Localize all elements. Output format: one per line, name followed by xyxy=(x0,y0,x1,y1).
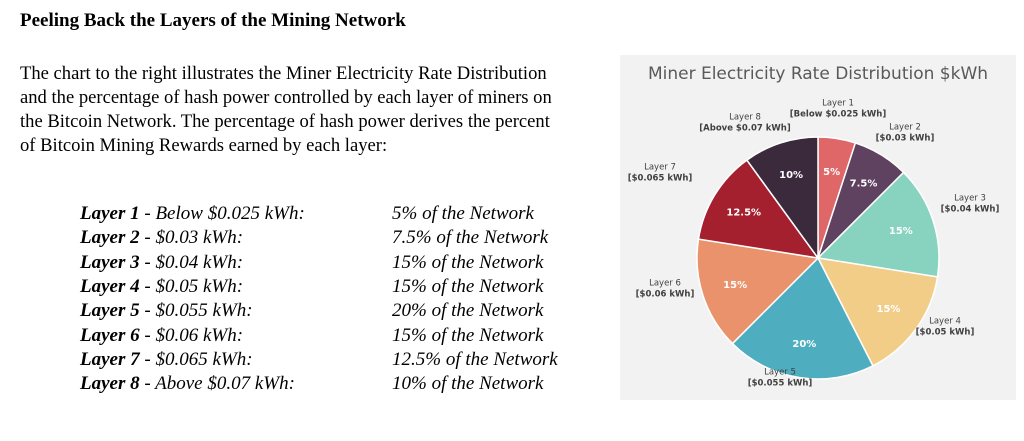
category-note: [Below $0.025 kWh] xyxy=(790,110,887,120)
value-label: 5% xyxy=(823,167,840,178)
category-note: [$0.065 kWh] xyxy=(628,174,693,184)
layer-name: Layer 7 xyxy=(80,348,140,370)
pie-slice xyxy=(696,238,820,345)
category-note: [$0.055 kWh] xyxy=(748,379,813,389)
value-label: 10% xyxy=(779,170,803,181)
value-label: 7.5% xyxy=(850,179,878,190)
category-label: Layer 1 xyxy=(822,99,854,109)
value-label: 20% xyxy=(792,339,816,350)
layer-name: Layer 2 xyxy=(80,227,140,249)
category-label: Layer 5 xyxy=(764,368,796,378)
table-row: Layer 3 - $0.04 kWh: xyxy=(80,251,243,275)
layer-name: Layer 1 xyxy=(80,203,140,224)
pie-slice xyxy=(731,256,874,380)
layer-rate: - $0.055 kWh: xyxy=(144,300,253,322)
category-note: [$0.04 kWh] xyxy=(941,205,1000,215)
table-row: Layer 4 - $0.05 kWh: xyxy=(80,275,243,299)
layer-share: 7.5% of the Network xyxy=(392,227,549,249)
pie-chart: Miner Electricity Rate Distribution $kWh… xyxy=(620,55,1016,400)
category-note: [$0.03 kWh] xyxy=(876,134,935,144)
layer-share: 15% of the Network xyxy=(392,324,544,346)
layer-name: Layer 6 xyxy=(80,324,140,346)
value-label: 15% xyxy=(877,304,901,315)
category-label: Layer 6 xyxy=(649,279,681,289)
table-row: Layer 6 - $0.06 kWh: xyxy=(80,324,243,348)
table-row: Layer 5 - $0.055 kWh: xyxy=(80,299,253,323)
category-label: Layer 8 xyxy=(729,113,761,123)
table-row: Layer 8 - Above $0.07 kWh: xyxy=(80,372,295,396)
pie-slice xyxy=(816,257,939,367)
layer-rate: - $0.065 kWh: xyxy=(144,348,253,370)
layer-share: 10% of the Network xyxy=(392,373,544,395)
category-label: Layer 2 xyxy=(889,123,921,133)
value-label: 15% xyxy=(889,226,913,237)
heading: Peeling Back the Layers of the Mining Ne… xyxy=(20,10,406,31)
layer-rate: - $0.04 kWh: xyxy=(144,251,244,273)
category-label: Layer 4 xyxy=(929,317,961,327)
layer-share: 20% of the Network xyxy=(392,300,544,322)
layer-share: 15% of the Network xyxy=(392,275,544,297)
layer-share: 15% of the Network xyxy=(392,251,544,273)
layer-name: Layer 8 xyxy=(80,373,140,395)
category-note: [Above $0.07 kWh] xyxy=(699,124,791,134)
layer-rate: - $0.05 kWh: xyxy=(144,275,244,297)
layer-name: Layer 4 xyxy=(80,275,140,297)
category-label: Layer 3 xyxy=(954,194,986,204)
layer-rate: - Above $0.07 kWh: xyxy=(144,373,295,395)
category-label: Layer 7 xyxy=(644,163,676,173)
layer-share: 12.5% of the Network xyxy=(392,348,558,370)
value-label: 12.5% xyxy=(726,207,761,218)
table-row: Layer 7 - $0.065 kWh: xyxy=(80,348,253,372)
table-row: Layer 2 - $0.03 kWh: xyxy=(80,226,243,250)
value-label: 15% xyxy=(723,280,747,291)
layer-name: Layer 3 xyxy=(80,251,140,273)
layer-share: 5% of the Network xyxy=(392,203,534,224)
layer-rate: - Below $0.025 kWh: xyxy=(144,203,305,224)
chart-title: Miner Electricity Rate Distribution $kWh xyxy=(648,64,988,84)
layer-rate: - $0.06 kWh: xyxy=(144,324,244,346)
pie-slice xyxy=(745,136,819,261)
category-note: [$0.06 kWh] xyxy=(636,290,695,300)
table-row: Layer 1 - Below $0.025 kWh: xyxy=(80,202,305,226)
layer-rate: - $0.03 kWh: xyxy=(144,227,244,249)
paragraph: The chart to the right illustrates the M… xyxy=(20,63,552,156)
category-note: [$0.05 kWh] xyxy=(916,328,975,338)
pie-slice xyxy=(697,159,820,260)
pie-slice xyxy=(816,171,940,278)
layer-name: Layer 5 xyxy=(80,300,140,322)
